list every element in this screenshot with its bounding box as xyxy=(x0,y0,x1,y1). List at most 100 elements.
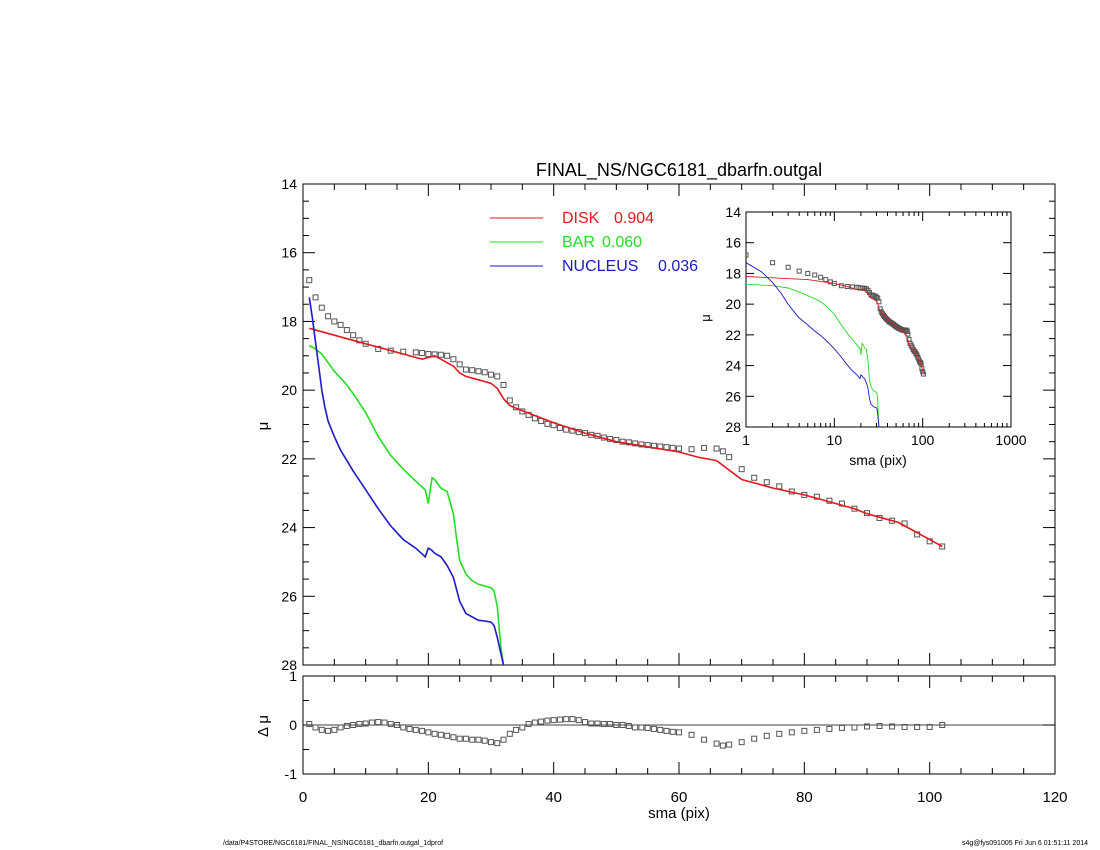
observed-point xyxy=(726,454,733,461)
residual-point xyxy=(719,742,726,749)
residual-point xyxy=(638,724,645,731)
residual-point xyxy=(337,724,344,731)
residual-point xyxy=(751,735,758,742)
observed-point xyxy=(713,445,720,452)
residual-point xyxy=(488,739,494,746)
residual-point xyxy=(813,726,820,733)
observed-point xyxy=(444,352,451,359)
residual-point xyxy=(663,727,670,734)
observed-point xyxy=(506,397,513,404)
residual-point xyxy=(368,719,375,726)
y-tick-label: -1 xyxy=(285,766,298,782)
residual-point xyxy=(494,740,501,747)
observed-point xyxy=(331,318,338,325)
observed-point xyxy=(425,351,432,358)
residual-point xyxy=(619,722,626,728)
y-tick-label: 24 xyxy=(725,358,741,374)
inset-plot: 14 16 18 20 22 24 26 281 10 100 1000 xyxy=(725,204,1026,448)
x-tick-label: 60 xyxy=(671,789,688,806)
residual-point xyxy=(425,729,432,736)
residual-point xyxy=(701,736,708,743)
residual-point xyxy=(569,716,576,723)
observed-point xyxy=(412,349,419,356)
x-tick-label: 20 xyxy=(420,789,437,806)
x-tick-label: 10 xyxy=(827,432,843,448)
residual-point xyxy=(688,731,695,738)
observed-point xyxy=(456,361,463,368)
residual-point xyxy=(625,722,632,729)
inset-observed-point xyxy=(905,331,911,337)
residual-point xyxy=(406,725,413,732)
residual-point xyxy=(500,736,507,743)
legend: DISK 0.904 BAR 0.060 NUCLEUS 0.036 xyxy=(490,210,698,275)
x-tick-label: 40 xyxy=(545,789,562,806)
residual-point xyxy=(889,723,896,730)
residual-point xyxy=(563,716,570,723)
y-tick-label: 0 xyxy=(289,717,297,733)
residual-point xyxy=(613,722,620,728)
residual-point xyxy=(506,730,513,737)
residual-point xyxy=(456,735,463,742)
legend-label-bar: BAR xyxy=(562,234,595,251)
observed-point xyxy=(625,439,632,446)
residual-point xyxy=(851,724,858,731)
legend-value-bar: 0.060 xyxy=(602,234,642,251)
x-tick-label: 80 xyxy=(796,789,813,806)
residual-point xyxy=(475,736,482,743)
x-axis-label: sma (pix) xyxy=(648,805,710,822)
inset-series-line-disk xyxy=(746,276,924,375)
residual-point xyxy=(375,719,382,726)
y-tick-label: 14 xyxy=(725,204,741,220)
y-tick-label: 20 xyxy=(281,382,297,398)
residual-point xyxy=(469,736,476,743)
x-tick-label: 100 xyxy=(917,789,942,806)
residual-point xyxy=(531,719,538,726)
inset-observed-point xyxy=(873,294,879,300)
observed-point xyxy=(337,321,344,328)
inset-observed-point xyxy=(920,371,926,377)
residual-point xyxy=(419,727,426,734)
x-tick-label: 120 xyxy=(1042,789,1067,806)
inset-observed-point xyxy=(812,272,818,278)
inset-observed-point xyxy=(818,274,824,280)
residual-point xyxy=(738,739,745,746)
residual-point xyxy=(519,724,526,731)
x-tick-label: 1 xyxy=(742,432,750,448)
observed-point xyxy=(343,327,350,334)
residual-point xyxy=(394,722,400,728)
residual-point xyxy=(864,723,870,730)
residual-point xyxy=(450,734,457,741)
residual-point xyxy=(412,726,419,733)
inset-observed-point xyxy=(796,268,802,274)
observed-point xyxy=(701,444,708,451)
residual-point xyxy=(644,724,651,731)
footer-timestamp: s4g@fys091005 Fri Jun 6 01:51:11 2014 xyxy=(961,840,1088,847)
inset-observed-point xyxy=(849,284,855,290)
residual-point xyxy=(437,731,444,738)
legend-label-nucleus: NUCLEUS xyxy=(562,258,638,275)
y-tick-label: 26 xyxy=(725,388,741,404)
residual-point xyxy=(763,732,770,739)
observed-point xyxy=(751,474,758,481)
legend-value-nucleus: 0.036 xyxy=(658,258,698,275)
observed-point xyxy=(676,445,682,452)
inset-observed-point xyxy=(904,328,910,334)
inset-series-line-bar xyxy=(746,283,880,427)
main-plot: 14 16 18 20 22 24 26 28 xyxy=(281,176,1056,673)
residual-point xyxy=(713,740,720,747)
inset-observed-point xyxy=(770,260,776,266)
residual-point xyxy=(362,720,369,727)
y-tick-label: 22 xyxy=(281,451,297,467)
residual-point xyxy=(356,721,363,728)
residual-point xyxy=(400,724,407,731)
residual-point xyxy=(387,721,394,728)
residual-point xyxy=(876,722,883,729)
y-tick-label: 24 xyxy=(281,520,297,536)
residual-point xyxy=(431,730,438,737)
inset-observed-point xyxy=(917,360,923,365)
residual-point xyxy=(657,726,664,733)
observed-point xyxy=(494,373,501,380)
inset-data xyxy=(746,252,926,427)
observed-point xyxy=(939,543,946,550)
y-tick-label: 16 xyxy=(281,245,297,261)
